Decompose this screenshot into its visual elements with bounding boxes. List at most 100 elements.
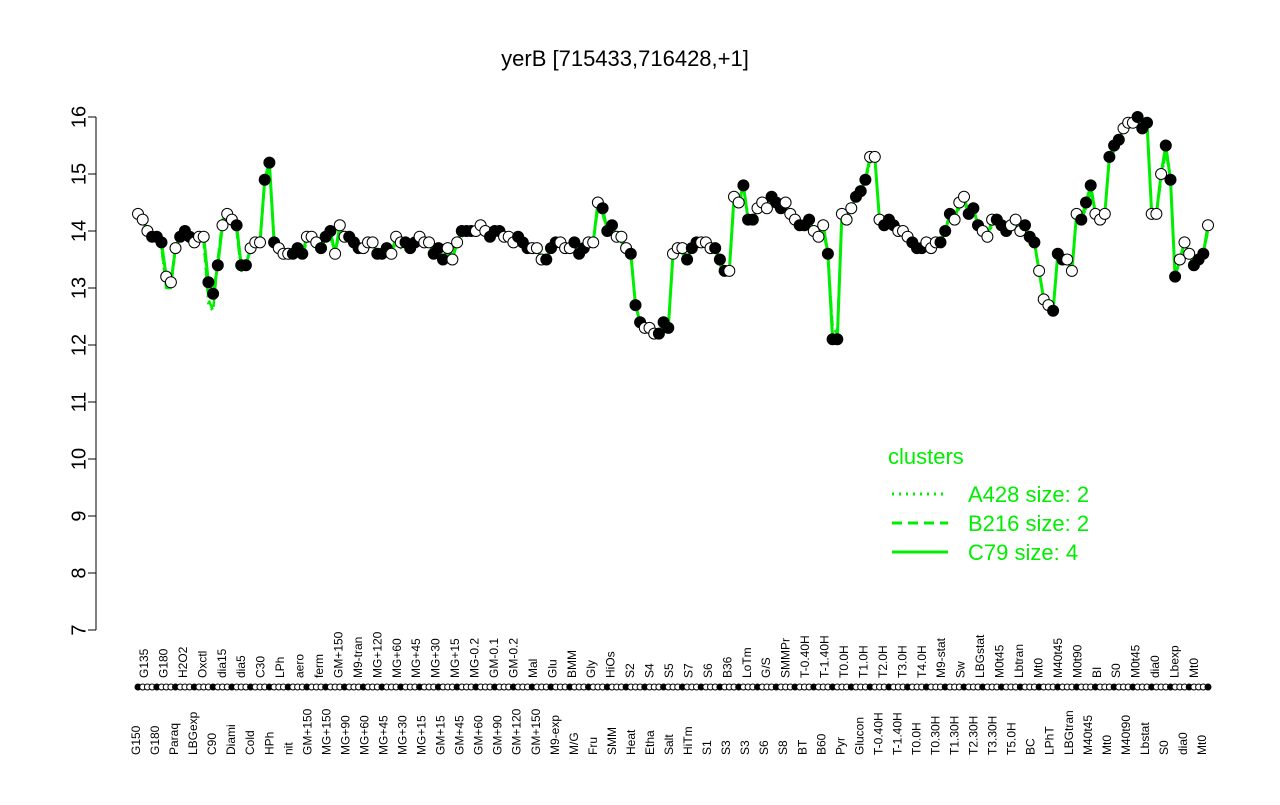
- x-tick-label: LPh: [273, 657, 287, 678]
- x-tick-label: M40t90: [1119, 715, 1133, 755]
- x-tick-label: S6: [701, 663, 715, 678]
- data-point: [652, 327, 665, 340]
- y-tick-label: 11: [68, 392, 90, 413]
- y-tick-label: 15: [68, 163, 90, 185]
- x-tick-label: BT: [795, 739, 809, 755]
- data-point: [1075, 213, 1088, 226]
- data-point: [831, 333, 844, 346]
- x-tick-label: Etha: [643, 730, 657, 755]
- y-tick-label: 16: [68, 106, 90, 128]
- legend: clusters A428 size: 2 B216 size: 2 C79 siz…: [888, 444, 1089, 565]
- x-tick-label: T3.0H: [895, 645, 909, 678]
- data-point: [1028, 236, 1041, 249]
- x-tick-label: MG+150: [319, 708, 333, 755]
- x-tick-label: Lbexp: [1168, 645, 1182, 678]
- data-point: [1047, 304, 1060, 317]
- data-point: [296, 247, 309, 260]
- data-point: [709, 242, 722, 255]
- x-tick-label: Pyr: [833, 737, 847, 755]
- x-tick-label: C90: [205, 733, 219, 755]
- x-tick-label: T0.30H: [929, 716, 943, 755]
- data-point: [713, 253, 726, 266]
- legend-entry: B216 size: 2: [968, 511, 1089, 536]
- legend-title: clusters: [888, 444, 964, 469]
- x-tick-label: GM+150: [331, 631, 345, 678]
- data-point: [530, 242, 543, 255]
- x-tick-label: MG+60: [357, 715, 371, 755]
- x-tick-label: T2.0H: [876, 645, 890, 678]
- x-tick-label: G150: [129, 725, 143, 755]
- x-tick-label: MG+15: [448, 638, 462, 678]
- x-axis: G135 G180 H2O2 Oxctl dia15 dia5 C30 LPh aero ferm…: [129, 631, 1212, 755]
- data-point: [681, 253, 694, 266]
- x-tick-label: T1.30H: [948, 716, 962, 755]
- data-point: [737, 179, 750, 192]
- data-point: [197, 230, 210, 243]
- x-tick-label: M0t45: [993, 644, 1007, 678]
- x-tick-label: T-0.40H: [871, 712, 885, 755]
- data-point: [939, 225, 952, 237]
- data-point: [329, 247, 342, 260]
- x-tick-label: T2.30H: [967, 716, 981, 755]
- x-tick-label: GM+15: [434, 715, 448, 755]
- data-point: [385, 247, 398, 260]
- data-point: [1178, 236, 1191, 249]
- y-tick-label: 12: [68, 334, 90, 356]
- x-tick-label: GM+60: [472, 715, 486, 755]
- data-point: [779, 196, 792, 209]
- data-point: [803, 213, 816, 226]
- data-point: [441, 242, 454, 255]
- x-tick-label: Cold: [243, 730, 257, 755]
- data-point: [1112, 133, 1125, 146]
- data-point: [211, 259, 224, 272]
- x-tick-label: M0t45: [1129, 644, 1143, 678]
- data-point: [1061, 253, 1074, 266]
- data-point: [451, 236, 464, 249]
- data-point: [732, 196, 745, 209]
- data-point: [1150, 207, 1163, 220]
- data-point: [596, 202, 609, 215]
- x-tick-label: M/G: [567, 732, 581, 755]
- x-tick-label: MG-0.2: [468, 638, 482, 678]
- data-point: [746, 213, 759, 226]
- x-tick-label: Mt0: [1187, 658, 1201, 678]
- x-tick-label: S0: [1157, 740, 1171, 755]
- data-point: [315, 242, 327, 255]
- data-point: [821, 247, 834, 260]
- data-point: [1183, 247, 1196, 260]
- x-tick-label: LBGstat: [973, 634, 987, 678]
- x-tick-label: M40t45: [1081, 715, 1095, 755]
- x-tick-label: Oxctl: [195, 651, 209, 678]
- data-point: [258, 173, 271, 186]
- x-tick-label: BI: [1090, 667, 1104, 678]
- data-point: [723, 264, 736, 277]
- data-point: [136, 213, 149, 226]
- x-tick-label: M9-stat: [934, 637, 948, 678]
- data-point: [840, 213, 853, 226]
- x-tick-label: Lbstat: [1138, 722, 1152, 755]
- x-tick-label: Glu: [545, 659, 559, 678]
- data-point: [1164, 173, 1177, 186]
- data-point: [155, 236, 168, 249]
- data-point: [1202, 219, 1214, 232]
- x-tick-label: Gly: [584, 660, 598, 678]
- data-point: [1141, 116, 1153, 129]
- x-tick-label: GM+120: [510, 708, 524, 755]
- x-tick-label: HPh: [262, 732, 276, 755]
- x-tick-label: Lbtran: [1012, 644, 1026, 678]
- y-tick-label: 13: [68, 277, 90, 299]
- data-point: [1019, 219, 1031, 232]
- data-point: [1197, 247, 1210, 260]
- data-point: [1009, 213, 1022, 226]
- data-point: [981, 230, 994, 243]
- x-tick-label: Mal: [526, 659, 540, 678]
- data-point: [1103, 150, 1116, 163]
- x-tick-label: G/S: [759, 657, 773, 678]
- x-tick-label: HiOs: [604, 651, 618, 678]
- data-point: [624, 247, 637, 260]
- data-point: [333, 219, 346, 232]
- x-tick-label: Salt: [662, 734, 676, 755]
- y-axis: 7 8 9 10 11 12 13 14 15 16: [68, 106, 97, 636]
- x-tick-label: C30: [254, 656, 268, 678]
- x-tick-label: MG+45: [376, 715, 390, 755]
